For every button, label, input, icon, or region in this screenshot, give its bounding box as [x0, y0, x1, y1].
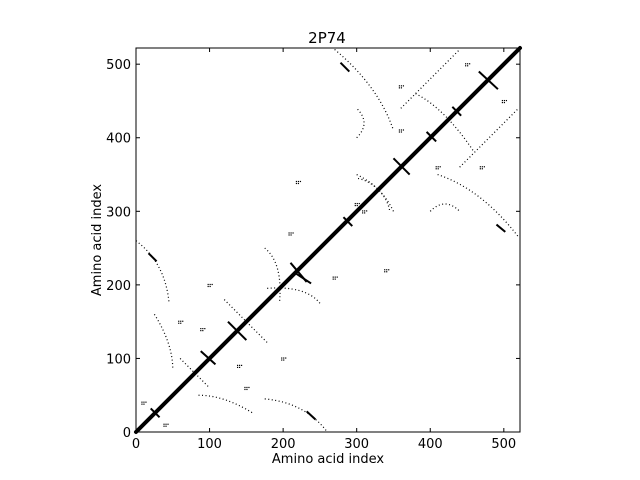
y-tick-label-200: 200: [106, 279, 131, 294]
contact-segment-5: [147, 252, 158, 263]
contact-cluster-4: [207, 283, 213, 288]
contact-cluster-0: [141, 401, 147, 405]
contact-arc-7: [264, 287, 321, 304]
contact-cluster-5: [281, 357, 287, 361]
chart-title: 2P74: [308, 29, 346, 47]
contact-cluster-11: [501, 99, 508, 104]
contact-cluster-9: [435, 166, 441, 170]
contact-segment-7: [339, 62, 351, 73]
x-tick-label-500: 500: [491, 437, 516, 452]
contact-segment-10: [227, 320, 248, 341]
contact-cluster-12: [362, 210, 368, 214]
contact-arc-6: [264, 247, 281, 304]
plot-frame: [135, 47, 521, 433]
contact-arc-11: [356, 177, 395, 212]
contact-arc-4: [153, 313, 174, 370]
y-tick-label-400: 400: [106, 132, 131, 147]
contact-arc-0: [334, 49, 395, 131]
x-tick-label-200: 200: [271, 437, 296, 452]
contact-cluster-10: [465, 63, 471, 67]
main-diagonal: [134, 46, 522, 434]
contact-arc-5: [198, 394, 255, 415]
contact-segment-0: [150, 407, 161, 418]
y-tick-label-500: 500: [106, 58, 131, 73]
contact-cluster-6: [288, 232, 294, 236]
y-axis-label: Amino acid index: [90, 184, 105, 296]
contact-segment-8: [495, 223, 506, 233]
plot-marks: [134, 46, 522, 434]
contact-segment-11: [392, 157, 411, 176]
contact-segment-9: [200, 350, 217, 366]
contact-cluster-16: [384, 269, 390, 273]
contact-cluster-18: [479, 166, 485, 170]
contact-cluster-17: [295, 180, 302, 185]
y-tick-label-100: 100: [106, 352, 131, 367]
contact-arc-1: [437, 173, 520, 238]
contact-cluster-2: [178, 320, 184, 324]
axis-ticks: 0 100 200 300 400 500 0 100 200 300 400 500: [106, 48, 520, 452]
contact-segment-2: [295, 273, 312, 285]
contact-arc-10: [356, 173, 391, 212]
contact-cluster-7: [332, 276, 338, 280]
contact-cluster-13: [354, 202, 360, 207]
y-tick-label-300: 300: [106, 205, 131, 220]
x-axis-label: Amino acid index: [272, 452, 384, 467]
contact-cluster-19: [398, 85, 405, 89]
contact-segment-4: [478, 70, 499, 90]
contact-segment-3: [342, 216, 353, 227]
contact-cluster-15: [200, 328, 206, 332]
contact-arc-14: [415, 93, 475, 153]
contact-cluster-14: [236, 364, 243, 368]
contact-cluster-3: [244, 386, 250, 391]
x-tick-label-300: 300: [344, 437, 369, 452]
x-tick-label-0: 0: [132, 437, 140, 452]
contact-arc-2: [135, 240, 170, 304]
contact-arc-3: [264, 398, 328, 433]
contact-segment-12: [425, 131, 437, 143]
contact-cluster-1: [163, 423, 169, 427]
x-tick-label-400: 400: [418, 437, 443, 452]
contact-cluster-8: [398, 129, 405, 133]
y-tick-label-0: 0: [123, 426, 131, 441]
x-tick-label-100: 100: [197, 437, 222, 452]
contact-segment-13: [451, 106, 462, 117]
